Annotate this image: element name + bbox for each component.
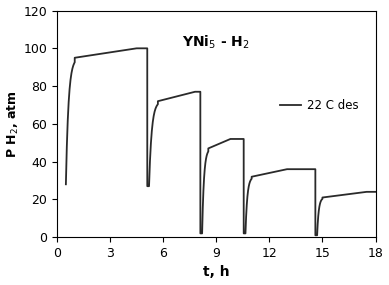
- Legend: 22 C des: 22 C des: [275, 95, 363, 117]
- X-axis label: t, h: t, h: [203, 265, 230, 280]
- Text: YNi$_5$ - H$_2$: YNi$_5$ - H$_2$: [182, 33, 250, 51]
- Y-axis label: P H$_2$, atm: P H$_2$, atm: [5, 90, 21, 158]
